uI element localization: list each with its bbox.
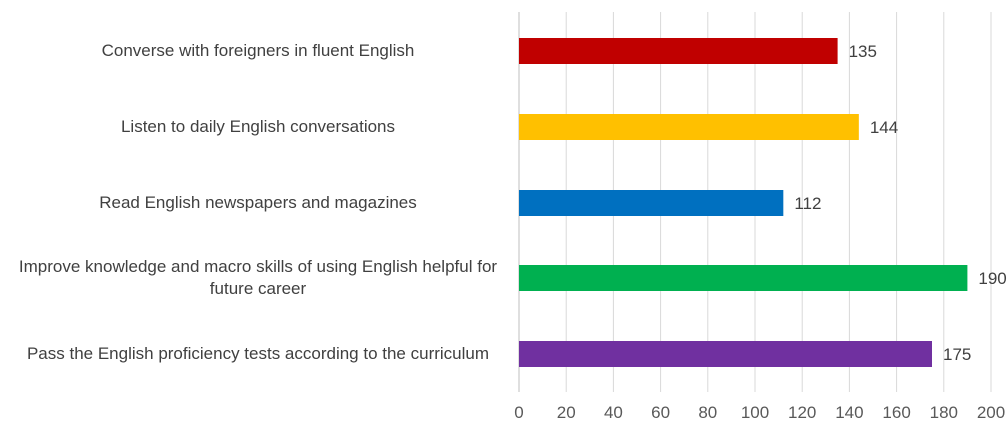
x-tick-label: 20 [557, 403, 576, 422]
bars [519, 38, 968, 367]
data-label: 175 [943, 345, 971, 364]
bar [519, 38, 838, 64]
x-tick-label: 160 [882, 403, 910, 422]
category-label: Improve knowledge and macro skills of us… [18, 257, 498, 298]
data-label: 112 [794, 194, 821, 213]
x-tick-label: 140 [835, 403, 863, 422]
x-tick-label: 80 [698, 403, 717, 422]
data-label: 190 [978, 269, 1006, 288]
category-label: Pass the English proficiency tests accor… [26, 344, 490, 363]
x-axis-ticks: 0 20 40 60 80 100 120 140 160 180 200 [514, 403, 1005, 422]
bar [519, 190, 784, 216]
x-tick-label: 60 [651, 403, 670, 422]
category-label: Read English newspapers and magazines [99, 193, 417, 212]
bar [519, 265, 968, 291]
category-label: Listen to daily English conversations [120, 117, 396, 136]
x-tick-label: 120 [788, 403, 816, 422]
x-tick-label: 180 [930, 403, 958, 422]
category-label: Converse with foreigners in fluent Engli… [101, 41, 415, 60]
x-tick-label: 40 [604, 403, 623, 422]
bar [519, 114, 859, 140]
data-labels: 135 144 112 190 175 [794, 42, 1006, 364]
x-tick-label: 200 [977, 403, 1005, 422]
x-tick-label: 0 [514, 403, 523, 422]
data-label: 144 [870, 118, 898, 137]
data-label: 135 [849, 42, 877, 61]
bar [519, 341, 932, 367]
x-tick-label: 100 [741, 403, 769, 422]
